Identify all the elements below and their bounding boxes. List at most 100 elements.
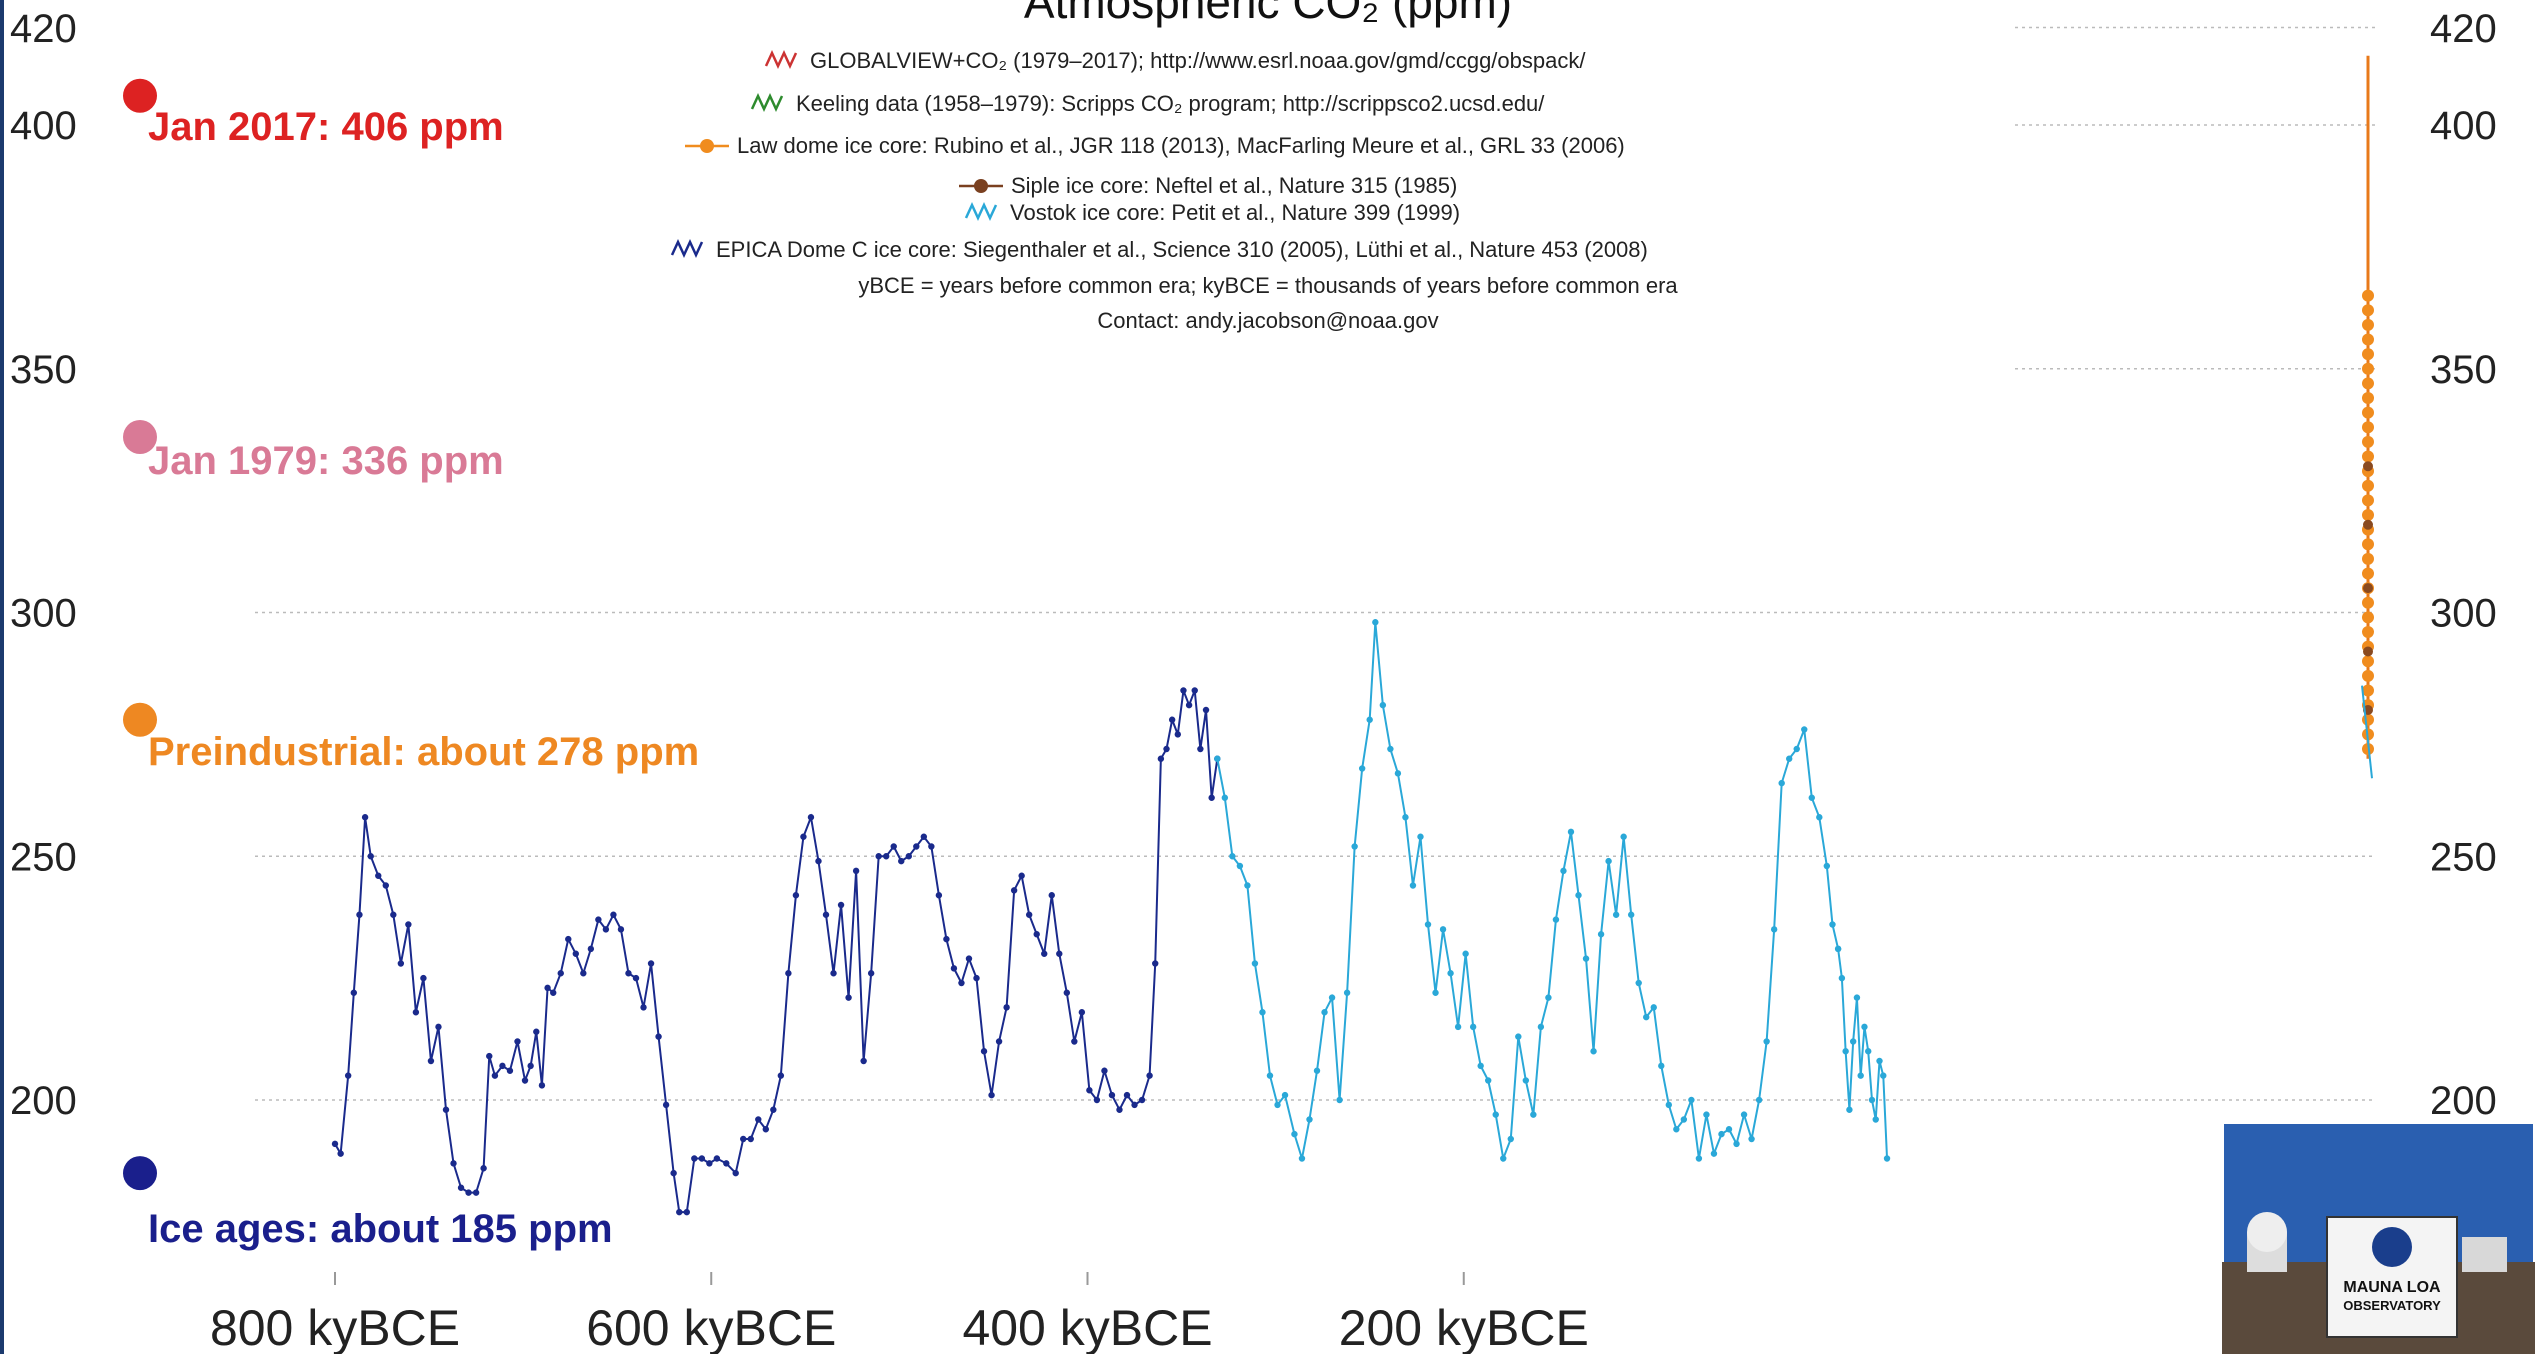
- data-point: [1454, 1023, 1462, 1031]
- data-point: [610, 911, 617, 918]
- data-point: [1808, 794, 1815, 801]
- data-point: [988, 1091, 995, 1099]
- logo-text-2: OBSERVATORY: [2343, 1298, 2441, 1313]
- data-point: [647, 960, 655, 967]
- data-point: [1229, 853, 1236, 860]
- data-point: [1402, 814, 1409, 821]
- law-dome-point: [2362, 304, 2374, 317]
- data-point: [1379, 701, 1387, 709]
- data-point: [350, 989, 358, 996]
- x-tick-label: 600 kyBCE: [586, 1300, 836, 1354]
- data-point: [337, 1150, 344, 1157]
- annotation-dot: [123, 1156, 157, 1191]
- data-point: [1259, 1009, 1266, 1016]
- law-dome-point: [2362, 289, 2374, 302]
- data-point: [732, 1169, 739, 1177]
- data-point: [1857, 1072, 1864, 1079]
- data-point: [557, 970, 564, 977]
- data-point: [1251, 960, 1259, 967]
- data-point: [1552, 916, 1560, 923]
- data-point: [1695, 1155, 1703, 1162]
- data-point: [367, 853, 374, 860]
- data-point: [867, 970, 875, 977]
- legend-swatch-5: [670, 239, 704, 258]
- data-point: [807, 814, 815, 821]
- annotation-label: Ice ages: about 185 ppm: [148, 1207, 613, 1251]
- data-point: [770, 1106, 777, 1113]
- data-point: [1665, 1101, 1673, 1109]
- legend-swatch-4: [964, 202, 998, 221]
- data-point: [1755, 1096, 1763, 1104]
- legend-label-2: Law dome ice core: Rubino et al., JGR 11…: [737, 133, 1625, 158]
- law-dome-point: [2362, 684, 2374, 697]
- data-point: [723, 1160, 730, 1167]
- series-line-0: [334, 690, 1219, 1214]
- data-point: [1409, 882, 1417, 889]
- data-point: [1748, 1135, 1755, 1143]
- data-point: [405, 921, 412, 928]
- data-point: [1163, 745, 1170, 753]
- data-point: [1793, 745, 1800, 753]
- annotation-dot: [123, 78, 157, 113]
- y-tick-left-400: 400: [10, 104, 77, 148]
- data-point: [1635, 979, 1642, 987]
- data-point: [1801, 726, 1808, 733]
- data-point: [1627, 911, 1635, 918]
- data-point: [1485, 1077, 1492, 1084]
- data-point: [1366, 716, 1373, 723]
- series-line-1: [1216, 622, 1840, 1163]
- data-point: [1078, 1009, 1086, 1016]
- data-point: [1846, 1106, 1853, 1113]
- annotation-label: Jan 2017: 406 ppm: [148, 105, 504, 149]
- law-dome-point: [2362, 362, 2374, 375]
- data-point: [1086, 1087, 1093, 1094]
- data-point: [698, 1155, 706, 1162]
- data-point: [898, 857, 905, 865]
- data-point: [935, 892, 943, 899]
- x-axis: 800 kyBCE 600 kyBCE 400 kyBCE 200 kyBCE: [210, 1272, 1589, 1354]
- data-point: [1842, 1048, 1849, 1055]
- data-point: [1883, 1155, 1891, 1162]
- logo-text-1: MAUNA LOA: [2343, 1279, 2441, 1296]
- data-point: [845, 994, 852, 1001]
- data-point: [640, 1004, 647, 1011]
- data-point: [973, 974, 980, 982]
- data-point: [860, 1057, 867, 1065]
- data-point: [1718, 1130, 1725, 1138]
- data-point: [762, 1126, 770, 1133]
- data-point: [1733, 1140, 1740, 1148]
- data-point: [1417, 833, 1424, 840]
- grid-lines: [255, 26, 2375, 1101]
- data-point: [958, 979, 965, 987]
- law-dome-point: [2362, 538, 2374, 551]
- data-point: [486, 1052, 493, 1060]
- vostok-tail: [2361, 685, 2373, 779]
- data-point: [595, 916, 602, 923]
- data-point: [412, 1009, 420, 1016]
- law-dome-point: [2362, 406, 2374, 419]
- data-point: [1266, 1072, 1274, 1079]
- data-point: [580, 970, 587, 977]
- data-point: [1725, 1126, 1733, 1133]
- law-dome-point: [2362, 655, 2374, 668]
- data-point: [755, 1116, 762, 1123]
- data-point: [1492, 1111, 1499, 1118]
- law-dome-point: [2362, 552, 2374, 565]
- data-point: [980, 1048, 988, 1055]
- siple-point: [2363, 519, 2373, 530]
- annotation-label: Jan 1979: 336 ppm: [148, 439, 504, 483]
- data-point: [1823, 862, 1831, 870]
- data-point: [420, 974, 427, 982]
- y-tick-right-420: 420: [2430, 7, 2497, 51]
- data-point: [1101, 1067, 1108, 1074]
- data-point: [1597, 931, 1605, 938]
- mauna-loa-logo: MAUNA LOA OBSERVATORY: [2220, 1120, 2535, 1354]
- data-point: [1010, 887, 1018, 894]
- legend: GLOBALVIEW+CO₂ (1979–2017); http://www.e…: [670, 48, 1678, 333]
- data-point: [1236, 862, 1244, 870]
- data-point: [1575, 892, 1582, 899]
- data-point: [1123, 1091, 1131, 1099]
- data-point: [950, 965, 958, 972]
- logo-building-2: [2462, 1237, 2507, 1272]
